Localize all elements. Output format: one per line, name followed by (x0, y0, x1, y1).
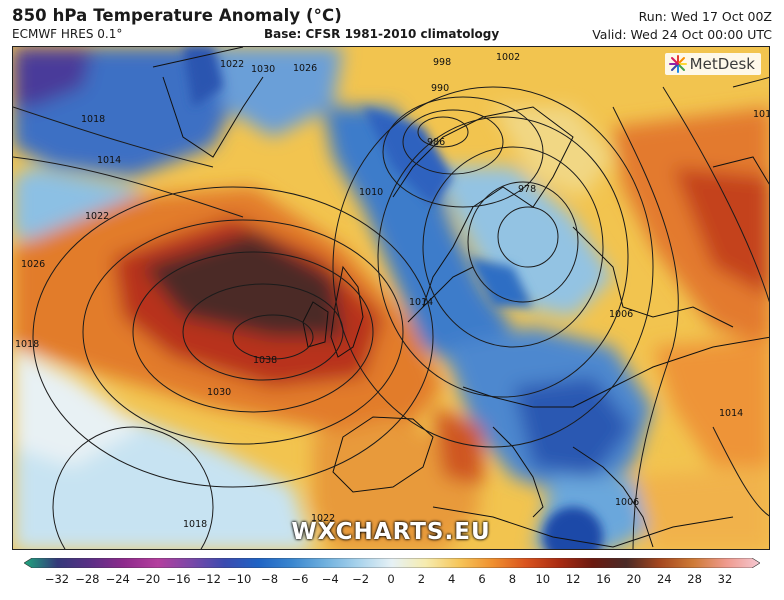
colorbar-tick-label: 32 (717, 572, 733, 586)
colorbar-tick-label: −28 (75, 572, 100, 586)
isobars (13, 86, 769, 549)
colorbar-tick-label: −8 (261, 572, 279, 586)
isobar-label: 1014 (719, 408, 743, 419)
colorbar-tick-label: 0 (387, 572, 395, 586)
brand-name: MetDesk (689, 55, 755, 73)
colorbar-tick-label: −12 (196, 572, 221, 586)
map-canvas: 1002 998 990 986 978 1026 1022 1030 1018… (13, 47, 770, 549)
colorbar-tick-label: 16 (596, 572, 611, 586)
run-time-label: Run: Wed 17 Oct 00Z (638, 9, 772, 24)
metdesk-logo: MetDesk (664, 53, 761, 75)
isobar-label: 1014 (409, 297, 433, 308)
valid-time-label: Valid: Wed 24 Oct 00:00 UTC (592, 27, 772, 42)
isobar-label: 986 (427, 137, 445, 148)
isobar-label: 1030 (251, 64, 275, 75)
isobar-label: 1022 (85, 211, 109, 222)
isobar-label: 1010 (359, 187, 383, 198)
isobar-label: 1006 (609, 309, 633, 320)
colorbar-tick-label: 24 (656, 572, 672, 586)
isobar-label: 1022 (311, 513, 335, 524)
colorbar (24, 558, 760, 568)
coastlines (152, 47, 769, 548)
colorbar-tick-label: 12 (565, 572, 581, 586)
model-label: ECMWF HRES 0.1° (12, 27, 123, 41)
colorbar-tick-label: 8 (508, 572, 517, 586)
isobar-label: 1002 (496, 52, 520, 63)
isobar-label: 1030 (207, 387, 231, 398)
isobar-label: 1006 (615, 497, 639, 508)
colorbar-tick-label: 20 (626, 572, 642, 586)
isobar-label: 1018 (183, 519, 207, 530)
watermark: WXCHARTS.EU (291, 519, 491, 545)
isobar-label: 1018 (15, 339, 39, 350)
isobar-label: 1014 (97, 155, 121, 166)
colorbar-gradient (24, 558, 760, 568)
isobar-label: 1022 (220, 59, 244, 70)
isobar-label: 998 (433, 57, 451, 68)
isobar-label: 1026 (293, 63, 317, 74)
colorbar-tick-label: −16 (166, 572, 191, 586)
colorbar-tick-label: 10 (535, 572, 551, 586)
anomaly-field (13, 47, 769, 549)
colorbar-tick-label: −10 (227, 572, 252, 586)
colorbar-tick-label: −2 (352, 572, 370, 586)
chart-title: 850 hPa Temperature Anomaly (°C) (12, 6, 342, 25)
colorbar-tick-label: 2 (417, 572, 426, 586)
isobar-label: 1018 (753, 109, 770, 120)
isobar-label: 990 (431, 83, 449, 94)
isobar-label: 978 (518, 184, 536, 195)
colorbar-tick-label: −20 (135, 572, 161, 586)
colorbar-tick-label: 28 (687, 572, 702, 586)
colorbar-ticks: −32 −28 −24 −20 −16 −12 −10 −8 −6 −4 −2 0 2 4 6 8 10 12 16… (0, 572, 784, 590)
isobar-labels: 1002 998 990 986 978 1026 1022 1030 1018… (15, 52, 770, 530)
isobar-label: 1038 (253, 355, 277, 366)
colorbar-tick-label: 6 (478, 572, 486, 586)
isobar-label: 1026 (21, 259, 45, 270)
colorbar-tick-label: −4 (321, 572, 339, 586)
colorbar-tick-label: 4 (448, 572, 456, 586)
colorbar-tick-label: −32 (44, 572, 70, 586)
colorbar-tick-label: −24 (105, 572, 130, 586)
isobar-label: 1018 (81, 114, 105, 125)
anomaly-map: 1002 998 990 986 978 1026 1022 1030 1018… (12, 46, 770, 550)
climatology-base-label: Base: CFSR 1981-2010 climatology (264, 27, 500, 41)
metdesk-burst-icon (668, 55, 687, 73)
chart-header: 850 hPa Temperature Anomaly (°C) ECMWF H… (0, 0, 784, 46)
anomaly-detail (183, 47, 603, 549)
colorbar-tick-label: −6 (291, 572, 309, 586)
